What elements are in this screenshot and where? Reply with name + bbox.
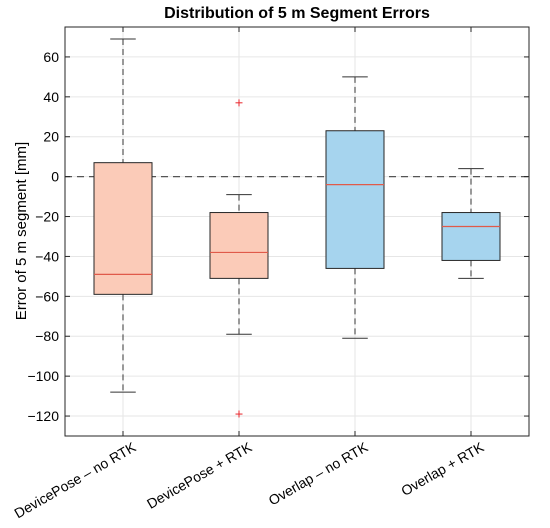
y-tick-label: 60	[43, 49, 59, 65]
x-tick-label: Overlap + RTK	[398, 438, 487, 499]
boxes-layer	[93, 38, 501, 418]
y-tick-label: −60	[35, 288, 59, 304]
iqr-box	[325, 130, 385, 269]
iqr-box	[441, 212, 501, 261]
y-tick-label: 20	[43, 129, 59, 145]
plot-frame	[64, 26, 530, 437]
y-tick-labels: 60 40 20 0 −20 −40 −60 −80 −100 −120	[27, 49, 529, 424]
y-tick-label: 0	[51, 169, 59, 185]
y-tick-label: 40	[43, 89, 59, 105]
x-tick-label: DevicePose – no RTK	[11, 438, 139, 521]
box-group	[93, 38, 153, 393]
iqr-box	[209, 212, 269, 279]
box-group	[441, 168, 501, 279]
y-tick-label: −80	[35, 328, 59, 344]
iqr-box	[93, 162, 153, 295]
y-tick-label: −100	[27, 368, 59, 384]
y-axis-label: Error of 5 m segment [mm]	[13, 142, 30, 320]
box-group	[325, 76, 385, 339]
y-tick-label: −20	[35, 209, 59, 225]
chart-title: Distribution of 5 m Segment Errors	[164, 5, 430, 22]
x-tick-label: Overlap – no RTK	[266, 438, 371, 508]
box-group	[209, 99, 269, 418]
x-tick-label: DevicePose + RTK	[144, 438, 255, 511]
y-tick-label: −40	[35, 248, 59, 264]
y-tick-label: −120	[27, 408, 59, 424]
